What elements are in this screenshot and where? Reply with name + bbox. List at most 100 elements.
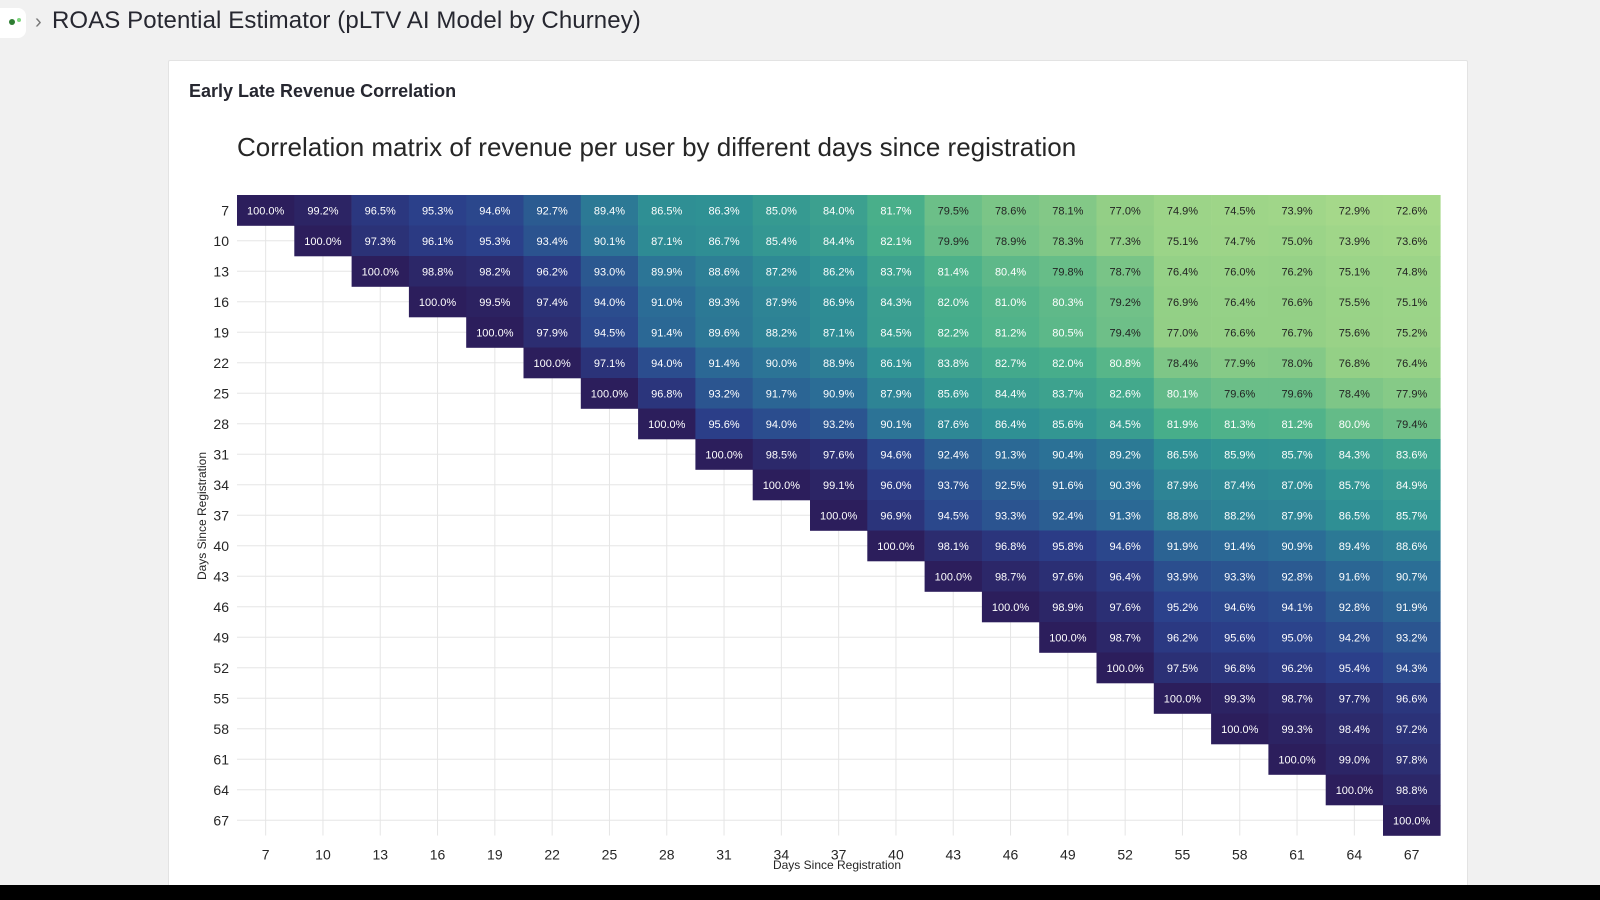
y-tick-label: 64 [213,782,229,798]
cell-value-label: 92.8% [1281,571,1312,583]
cell-value-label: 90.3% [1110,480,1141,492]
bottom-bar [0,885,1600,900]
cell-value-label: 92.8% [1339,602,1370,614]
heatmap-cell [1211,500,1269,531]
cell-value-label: 99.5% [479,297,510,309]
heatmap-cell [924,225,983,257]
cell-value-label: 94.0% [766,419,797,431]
heatmap-cell [638,286,696,318]
heatmap-cell [695,256,753,287]
heatmap-cell [1039,439,1097,470]
cell-value-label: 87.9% [1167,480,1198,492]
heatmap-cell [1325,347,1384,379]
cell-value-label: 76.9% [1167,297,1198,309]
cell-value-label: 82.2% [938,327,969,339]
cell-value-label: 98.5% [766,449,797,461]
cell-value-label: 87.1% [651,236,682,248]
cell-value-label: 96.4% [1110,571,1141,583]
heatmap-cell [981,317,1040,348]
cell-value-label: 80.4% [995,266,1026,278]
cell-value-label: 81.2% [995,327,1026,339]
cell-value-label: 97.5% [1167,663,1198,675]
cell-value-label: 96.8% [995,541,1026,553]
x-tick-label: 10 [315,847,331,863]
y-tick-label: 28 [213,416,229,432]
app-logo-icon[interactable] [0,8,26,38]
cell-value-label: 76.0% [1224,266,1255,278]
cell-value-label: 93.7% [938,480,969,492]
heatmap-cell [695,408,753,440]
cell-value-label: 78.4% [1339,388,1370,400]
cell-value-label: 97.6% [823,449,854,461]
heatmap-cell [1153,195,1212,226]
cell-value-label: 98.4% [1339,724,1370,736]
cell-value-label: 94.6% [880,449,911,461]
heatmap-cell [924,317,983,348]
cell-value-label: 78.0% [1281,358,1312,370]
heatmap-cell [1039,225,1097,257]
y-tick-label: 55 [213,690,229,706]
heatmap-cell [924,408,983,440]
y-tick-label: 7 [221,202,229,218]
y-tick-label: 67 [213,812,229,828]
cell-value-label: 99.3% [1224,693,1255,705]
cell-value-label: 93.3% [1224,571,1255,583]
y-tick-label: 61 [213,751,229,767]
y-tick-label: 52 [213,660,229,676]
heatmap-cell [924,286,983,318]
cell-value-label: 100.0% [820,510,858,522]
heatmap-cell [867,347,925,379]
chevron-right-icon: › [35,11,42,33]
heatmap-cell [580,195,639,226]
correlation-heatmap: Correlation matrix of revenue per user b… [195,132,1441,872]
cell-value-label: 80.1% [1167,388,1198,400]
cell-value-label: 75.2% [1396,327,1427,339]
x-tick-label: 49 [1060,847,1076,863]
cell-value-label: 96.2% [1167,632,1198,644]
cell-value-label: 82.0% [938,297,969,309]
heatmap-cell [580,225,639,257]
cell-value-label: 87.9% [766,297,797,309]
heatmap-cell [1096,591,1155,623]
heatmap-cell [981,500,1040,531]
x-tick-label: 46 [1003,847,1019,863]
cell-value-label: 88.2% [766,327,797,339]
heatmap-cell [1268,256,1326,287]
heatmap-cell [867,469,925,501]
cell-value-label: 79.4% [1110,327,1141,339]
cell-value-label: 72.9% [1339,205,1370,217]
cell-value-label: 82.7% [995,358,1026,370]
cell-value-label: 78.9% [995,236,1026,248]
heatmap-cell [867,256,925,287]
heatmap-cell [1268,622,1326,653]
heatmap-cell [1325,256,1384,287]
cell-value-label: 73.9% [1281,205,1312,217]
cell-value-label: 95.6% [708,419,739,431]
cell-value-label: 84.5% [880,327,911,339]
cell-value-label: 96.8% [651,388,682,400]
heatmap-cell [1039,561,1097,592]
cell-value-label: 81.3% [1224,419,1255,431]
heatmap-cell [867,530,925,562]
heatmap-cell [1383,774,1441,806]
heatmap-cell [1383,378,1441,409]
cell-value-label: 89.4% [594,205,625,217]
heatmap-cell [1325,591,1384,623]
heatmap-cell [638,378,696,409]
cell-value-label: 76.6% [1224,327,1255,339]
heatmap-cell [1383,500,1441,531]
heatmap-cell [981,530,1040,562]
cell-value-label: 84.3% [880,297,911,309]
heatmap-cell [1268,408,1326,440]
cell-value-label: 98.7% [995,571,1026,583]
heatmap-cell [1268,713,1326,745]
cell-value-label: 94.5% [938,510,969,522]
cell-value-label: 94.3% [1396,663,1427,675]
y-tick-label: 40 [213,538,229,554]
heatmap-cell [1039,469,1097,501]
heatmap-cell [810,469,868,501]
cell-value-label: 87.9% [880,388,911,400]
heatmap-cell [1039,622,1097,653]
cell-value-label: 77.3% [1110,236,1141,248]
heatmap-cell [1383,469,1441,501]
